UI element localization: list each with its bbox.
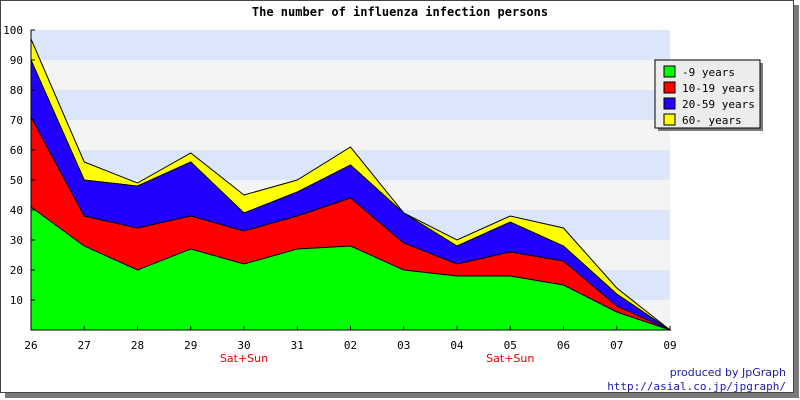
x-tick-label: 09 bbox=[663, 339, 676, 352]
y-tick-label: 70 bbox=[10, 114, 23, 127]
y-tick-label: 10 bbox=[10, 294, 23, 307]
x-tick-label: 03 bbox=[397, 339, 410, 352]
area-series-9-years bbox=[30, 206, 671, 331]
x-tick-label: 27 bbox=[78, 339, 91, 352]
credit-line-2: http://asial.co.jp/jpgraph/ bbox=[607, 380, 786, 393]
legend-label: -9 years bbox=[682, 66, 735, 79]
x-tick-label: 06 bbox=[557, 339, 570, 352]
y-tick-label: 100 bbox=[3, 24, 23, 37]
legend-label: 10-19 years bbox=[682, 82, 755, 95]
x-tick-label: 07 bbox=[610, 339, 623, 352]
x-tick-label: 31 bbox=[291, 339, 304, 352]
grid-band bbox=[31, 90, 670, 120]
y-tick-label: 30 bbox=[10, 234, 23, 247]
y-tick-label: 90 bbox=[10, 54, 23, 67]
x-tick-label: 29 bbox=[184, 339, 197, 352]
axes bbox=[30, 29, 671, 331]
x-tick-label: 26 bbox=[24, 339, 37, 352]
legend-swatch bbox=[663, 65, 676, 78]
chart-title: The number of influenza infection person… bbox=[252, 5, 548, 19]
x-tick-label: 04 bbox=[450, 339, 464, 352]
x-tick-label: 30 bbox=[237, 339, 250, 352]
y-tick-label: 50 bbox=[10, 174, 23, 187]
legend-swatch bbox=[663, 97, 676, 110]
x-tick-label: 28 bbox=[131, 339, 144, 352]
grid-band bbox=[31, 60, 670, 90]
grid-band bbox=[31, 30, 670, 60]
legend-label: 60- years bbox=[682, 114, 742, 127]
area-series bbox=[30, 38, 672, 331]
x-tick-label: 02 bbox=[344, 339, 357, 352]
y-tick-label: 40 bbox=[10, 204, 23, 217]
x-tick-label: 05 bbox=[504, 339, 517, 352]
legend-swatch bbox=[663, 113, 676, 126]
credit-line-1: produced by JpGraph bbox=[670, 366, 786, 379]
y-tick-label: 60 bbox=[10, 144, 23, 157]
tick-labels: 10 20 30 40 50 60 70 80 90 100 26 27 28 29 30 31 02 03 04 0… bbox=[3, 24, 677, 365]
x-annotation: Sat+Sun bbox=[220, 352, 268, 365]
y-tick-label: 80 bbox=[10, 84, 23, 97]
x-annotation: Sat+Sun bbox=[486, 352, 534, 365]
legend-label: 20-59 years bbox=[682, 98, 755, 111]
legend-swatch bbox=[663, 81, 676, 94]
grid-band bbox=[31, 120, 670, 150]
y-tick-label: 20 bbox=[10, 264, 23, 277]
legend: -9 years 10-19 years 20-59 years 60- years bbox=[654, 59, 763, 131]
